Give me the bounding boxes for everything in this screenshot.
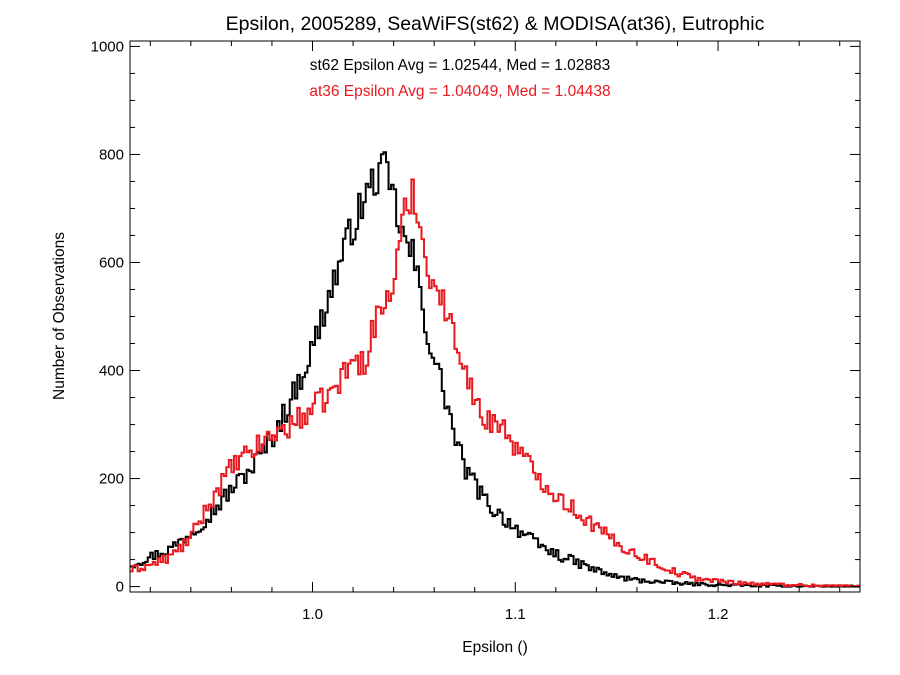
x-tick-label: 1.2	[708, 606, 729, 623]
chart-title: Epsilon, 2005289, SeaWiFS(st62) & MODISA…	[226, 13, 765, 35]
y-tick-label: 800	[99, 146, 124, 163]
y-tick-label: 400	[99, 363, 124, 380]
x-tick-label: 1.1	[505, 606, 526, 623]
at36-annotation: at36 Epsilon Avg = 1.04049, Med = 1.0443…	[309, 83, 610, 100]
y-tick-label: 1000	[91, 38, 124, 55]
y-tick-label: 200	[99, 471, 124, 488]
x-tick-label: 1.0	[302, 606, 323, 623]
tick-layer: 1.0 1.1 1.2 0 200 400 600 800 1000	[91, 38, 860, 623]
plot-frame	[129, 40, 861, 593]
series-layer	[130, 151, 860, 588]
y-axis-label: Number of Observations	[51, 232, 68, 400]
y-tick-label: 0	[116, 579, 124, 596]
st62-annotation: st62 Epsilon Avg = 1.02544, Med = 1.0288…	[310, 57, 610, 74]
y-tick-label: 600	[99, 254, 124, 271]
x-axis-label: Epsilon ()	[462, 639, 527, 656]
series-line-1	[130, 178, 860, 588]
series-line-0	[130, 151, 860, 588]
